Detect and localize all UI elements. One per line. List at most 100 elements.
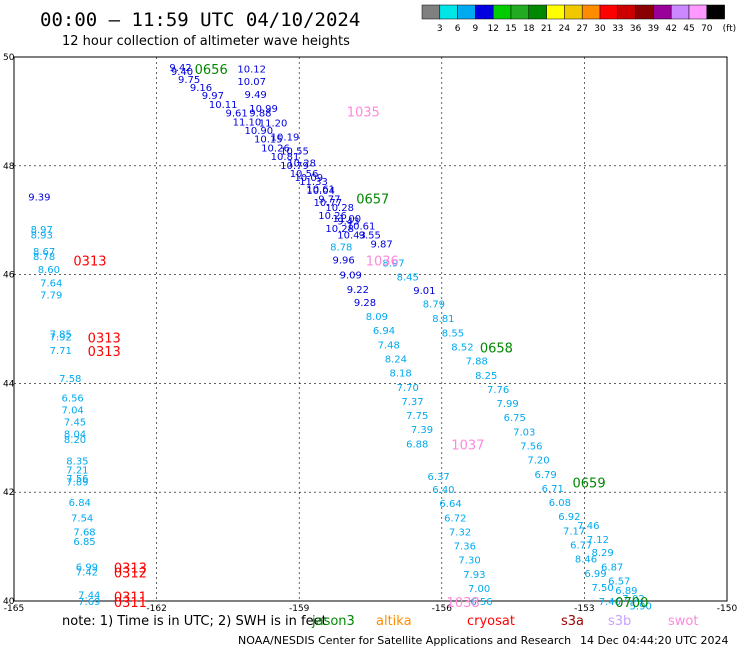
pass-time-label: 0311 xyxy=(114,596,147,611)
wave-height-label: 8.46 xyxy=(575,555,597,566)
pass-time-label: 1038 xyxy=(447,596,480,611)
wave-height-label: 9.22 xyxy=(347,285,369,296)
wave-height-label: 9.28 xyxy=(354,298,376,309)
x-tick-label: -165 xyxy=(4,604,24,614)
wave-height-label: 8.04 xyxy=(64,430,86,441)
y-tick-label: 44 xyxy=(3,379,15,389)
wave-height-label: 9.42 xyxy=(169,63,191,74)
colorbar: 3 6 9 12 15 18 21 24 27 30 33 36 39 42 45 70 (ft) xyxy=(421,4,737,34)
wave-height-label: 8.45 xyxy=(397,272,419,283)
x-tick-label: -162 xyxy=(146,604,166,614)
note-text: note: 1) Time is in UTC; 2) SWH is in fe… xyxy=(62,614,327,629)
x-tick-label: -156 xyxy=(432,604,453,614)
y-tick-label: 46 xyxy=(3,271,15,281)
wave-height-label: 11.33 xyxy=(299,177,328,188)
colorbar-swatch xyxy=(706,4,725,20)
pass-time-label: 0313 xyxy=(73,254,106,269)
wave-height-label: 6.37 xyxy=(428,472,450,483)
pass-time-label: 0656 xyxy=(195,63,228,78)
wave-height-label: 7.99 xyxy=(496,399,518,410)
wave-height-label: 6.57 xyxy=(608,576,630,587)
wave-height-label: 10.26 xyxy=(318,211,347,222)
wave-height-label: 7.58 xyxy=(59,374,81,385)
wave-height-label: 10.28 xyxy=(325,224,354,235)
pass-time-label: 0311 xyxy=(114,591,147,606)
colorbar-tick: 70 xyxy=(701,24,713,34)
colorbar-tick: 42 xyxy=(665,24,676,34)
colorbar-tick: 36 xyxy=(630,24,642,34)
wave-height-label: 6.99 xyxy=(584,569,606,580)
wave-height-label: 6.56 xyxy=(470,597,492,608)
wave-height-label: 6.77 xyxy=(570,541,592,552)
wave-height-label: 7.75 xyxy=(406,411,428,422)
wave-height-label: 8.60 xyxy=(38,265,60,276)
wave-height-label: 7.39 xyxy=(411,425,433,436)
colorbar-swatch xyxy=(492,4,512,20)
wave-height-label: 8.52 xyxy=(451,342,473,353)
colorbar-tick: 30 xyxy=(594,24,606,34)
generated-time: 14 Dec 04:44:20 UTC 2024 xyxy=(580,634,728,647)
wave-height-label: 9.77 xyxy=(318,195,340,206)
wave-height-label: 9.88 xyxy=(249,109,271,120)
colorbar-swatch xyxy=(457,4,476,20)
wave-height-label: 8.35 xyxy=(66,457,88,468)
wave-height-label: 7.12 xyxy=(587,535,609,546)
wave-height-label: 10.28 xyxy=(287,159,316,170)
colorbar-swatch xyxy=(510,4,530,20)
pass-time-label: 0312 xyxy=(114,567,147,582)
pass-time-labels: 0656103506571036031306580313031310370659… xyxy=(73,63,648,611)
wave-height-label: 10.79 xyxy=(280,161,309,172)
pass-time-label: 0313 xyxy=(88,345,121,360)
wave-height-label: 7.42 xyxy=(76,568,98,579)
wave-height-label: 6.92 xyxy=(558,512,580,523)
wave-height-label: 6.71 xyxy=(542,484,564,495)
chart-subtitle: 12 hour collection of altimeter wave hei… xyxy=(62,34,350,49)
wave-height-label: 8.55 xyxy=(442,328,464,339)
colorbar-tick: 33 xyxy=(612,24,623,34)
colorbar-swatch xyxy=(653,4,672,20)
wave-height-label: 7.30 xyxy=(458,556,480,567)
y-tick-label: 42 xyxy=(3,488,14,498)
plot-frame xyxy=(13,56,728,602)
wave-height-label: 10.26 xyxy=(261,143,290,154)
wave-height-label: 6.72 xyxy=(444,513,466,524)
wave-height-label: 9.43 xyxy=(337,216,359,227)
wave-height-label: 6.89 xyxy=(615,586,637,597)
wave-height-label: 6.88 xyxy=(406,439,428,450)
wave-height-label: 7.02 xyxy=(622,594,644,605)
colorbar-tick: 18 xyxy=(523,24,535,34)
wave-height-label: 8.97 xyxy=(31,225,53,236)
wave-height-label: 11.00 xyxy=(332,214,361,225)
wave-height-label: 7.88 xyxy=(466,357,488,368)
wave-height-label: 7.48 xyxy=(378,340,400,351)
pass-time-label: 0313 xyxy=(88,332,121,347)
wave-height-label: 10.61 xyxy=(347,222,376,233)
wave-height-label: 7.56 xyxy=(66,474,88,485)
x-tick-labels: -165 -162 -159 -156 -153 -150 xyxy=(4,604,738,614)
pass-time-label: 0657 xyxy=(356,192,389,207)
wave-height-label: 7.76 xyxy=(487,385,509,396)
wave-height-label: 8.79 xyxy=(423,300,445,311)
colorbar-tick: 3 xyxy=(437,24,443,34)
wave-height-label: 7.45 xyxy=(64,418,86,429)
wave-height-label: 6.87 xyxy=(601,562,623,573)
wave-height-label: 10.07 xyxy=(237,77,266,88)
colorbar-unit: (ft) xyxy=(723,24,737,34)
wave-height-label: 8.81 xyxy=(432,314,454,325)
satellite-legend-item: s3b xyxy=(608,614,631,629)
colorbar-tick: 45 xyxy=(683,24,694,34)
colorbar-swatch xyxy=(528,4,547,20)
pass-time-label: 0313 xyxy=(114,561,147,576)
wave-height-label: 6.84 xyxy=(69,498,91,509)
wave-height-label: 8.09 xyxy=(366,312,388,323)
satellite-legend-item: s3a xyxy=(561,614,584,629)
colorbar-tick: 21 xyxy=(541,24,552,34)
chart-title: 00:00 – 11:59 UTC 04/10/2024 xyxy=(40,9,360,31)
wave-height-label: 8.97 xyxy=(382,259,404,270)
wave-height-label: 9.75 xyxy=(178,75,200,86)
satellite-legend-item: altika xyxy=(376,614,412,629)
wave-height-label: 10.28 xyxy=(325,203,354,214)
satellite-legend-item: jason3 xyxy=(311,614,355,629)
wave-height-label: 7.04 xyxy=(62,406,84,417)
wave-height-label: 7.50 xyxy=(592,583,614,594)
